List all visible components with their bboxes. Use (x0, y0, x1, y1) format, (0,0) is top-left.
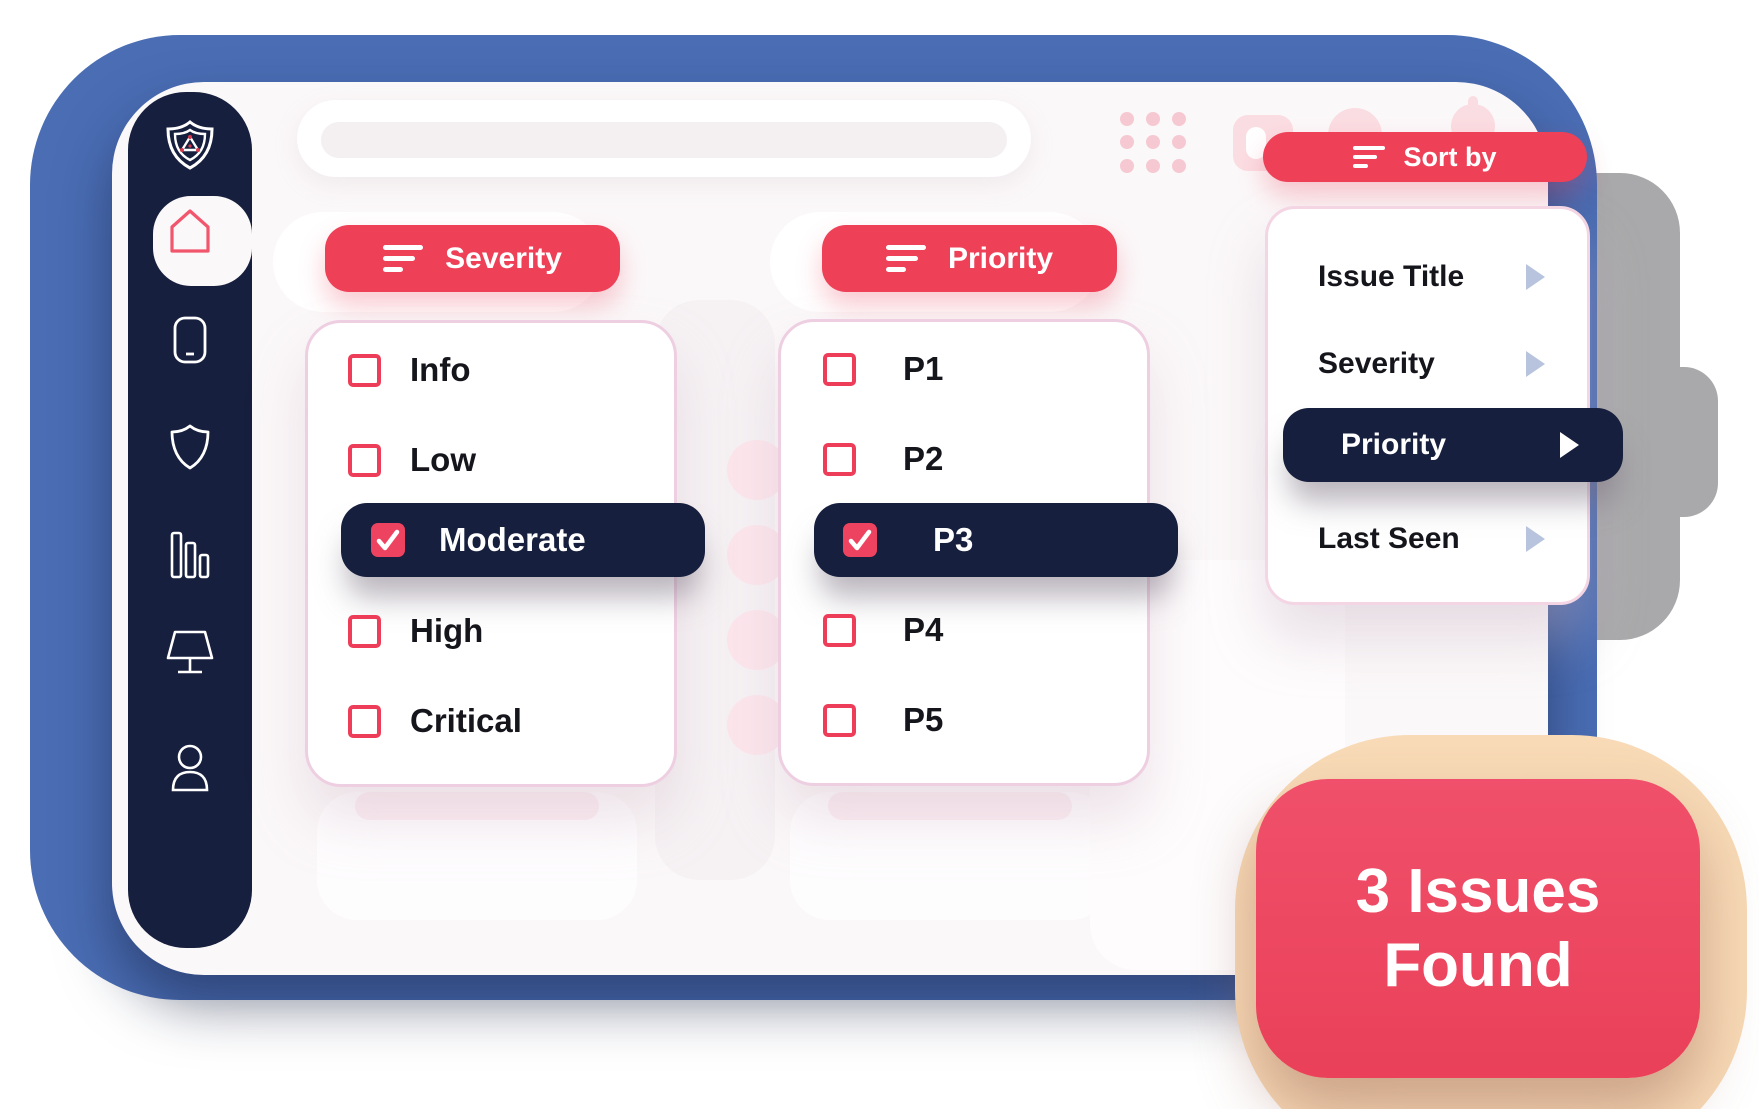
check-icon (848, 529, 872, 551)
sidebar-item-reports[interactable] (128, 530, 252, 580)
ghost-circle (727, 525, 787, 585)
checkbox-unchecked[interactable] (823, 442, 856, 476)
priority-filter-button-label: Priority (947, 241, 1054, 275)
filter-option-critical[interactable]: Critical (308, 696, 674, 746)
sidebar-item-mobile[interactable] (128, 316, 252, 364)
checkbox-unchecked[interactable] (348, 614, 381, 648)
filter-option-moderate-checked[interactable]: Moderate (341, 503, 705, 577)
ghost-card-band (355, 792, 599, 820)
checkbox-checked[interactable] (843, 523, 877, 557)
filter-option-p3-checked[interactable]: P3 (814, 503, 1178, 577)
shield-icon (170, 424, 210, 470)
sort-lines-icon (885, 245, 926, 272)
sidebar-item-protection[interactable] (128, 424, 252, 470)
sort-menu-item-last-seen[interactable]: Last Seen (1268, 514, 1587, 564)
sort-menu-item-severity[interactable]: Severity (1268, 339, 1587, 389)
chevron-right-icon (1526, 526, 1545, 552)
filter-option-p2[interactable]: P2 (781, 434, 1147, 484)
filter-option-p5[interactable]: P5 (781, 695, 1147, 745)
sidebar-item-profile[interactable] (128, 744, 252, 792)
ghost-circle (727, 610, 787, 670)
sort-lines-icon (1353, 146, 1386, 168)
ghost-circle (727, 440, 787, 500)
sidebar-item-home[interactable] (128, 208, 252, 254)
results-count-line2: Found (1383, 930, 1573, 1000)
results-count-line1: 3 Issues (1355, 857, 1601, 927)
checkbox-unchecked[interactable] (823, 613, 856, 647)
apps-grid-icon[interactable] (1120, 112, 1192, 176)
filter-option-p4[interactable]: P4 (781, 605, 1147, 655)
background-gray-tab (1640, 367, 1718, 517)
sort-lines-icon (383, 245, 424, 272)
search-input[interactable] (297, 100, 1031, 177)
ghost-card-band (828, 792, 1072, 820)
sidebar (128, 92, 252, 948)
sidebar-item-devices[interactable] (128, 628, 252, 678)
checkbox-checked[interactable] (371, 523, 405, 557)
user-icon (171, 744, 209, 792)
filter-option-low[interactable]: Low (308, 435, 674, 485)
priority-filter-panel: P1 P2 P3 P4 P5 (778, 319, 1178, 786)
sort-menu-item-priority-selected[interactable]: Priority (1283, 408, 1623, 482)
checkbox-unchecked[interactable] (348, 443, 381, 477)
severity-filter-button-label: Severity (445, 241, 562, 275)
checkbox-unchecked[interactable] (823, 352, 856, 386)
sort-menu-item-issue-title[interactable]: Issue Title (1268, 252, 1587, 302)
chevron-right-icon (1526, 264, 1545, 290)
shield-maze-logo-icon (166, 120, 214, 170)
filter-option-p1[interactable]: P1 (781, 344, 1147, 394)
chevron-right-icon (1560, 432, 1579, 458)
checkbox-unchecked[interactable] (823, 703, 856, 737)
sort-by-button-label: Sort by (1403, 141, 1497, 172)
monitor-icon (166, 630, 214, 674)
priority-filter-button[interactable]: Priority (822, 225, 1117, 292)
severity-filter-panel: Info Low Moderate High Critical (305, 320, 705, 787)
app-logo (128, 120, 252, 170)
sidebar-active-notch (153, 196, 252, 286)
mobile-icon (173, 316, 207, 364)
home-icon (170, 209, 210, 253)
severity-filter-button[interactable]: Severity (325, 225, 620, 292)
bar-chart-icon (170, 531, 210, 579)
filter-option-high[interactable]: High (308, 606, 674, 656)
checkbox-unchecked[interactable] (348, 353, 381, 387)
check-icon (376, 529, 400, 551)
sort-by-button[interactable]: Sort by (1263, 132, 1587, 182)
sort-menu: Issue Title Severity Priority Last Seen (1265, 206, 1623, 605)
chevron-right-icon (1526, 351, 1545, 377)
results-count-badge: 3 Issues Found (1256, 779, 1700, 1078)
filter-option-info[interactable]: Info (308, 345, 674, 395)
checkbox-unchecked[interactable] (348, 704, 381, 738)
ghost-circle (727, 695, 787, 755)
search-input-field[interactable] (321, 122, 1007, 158)
